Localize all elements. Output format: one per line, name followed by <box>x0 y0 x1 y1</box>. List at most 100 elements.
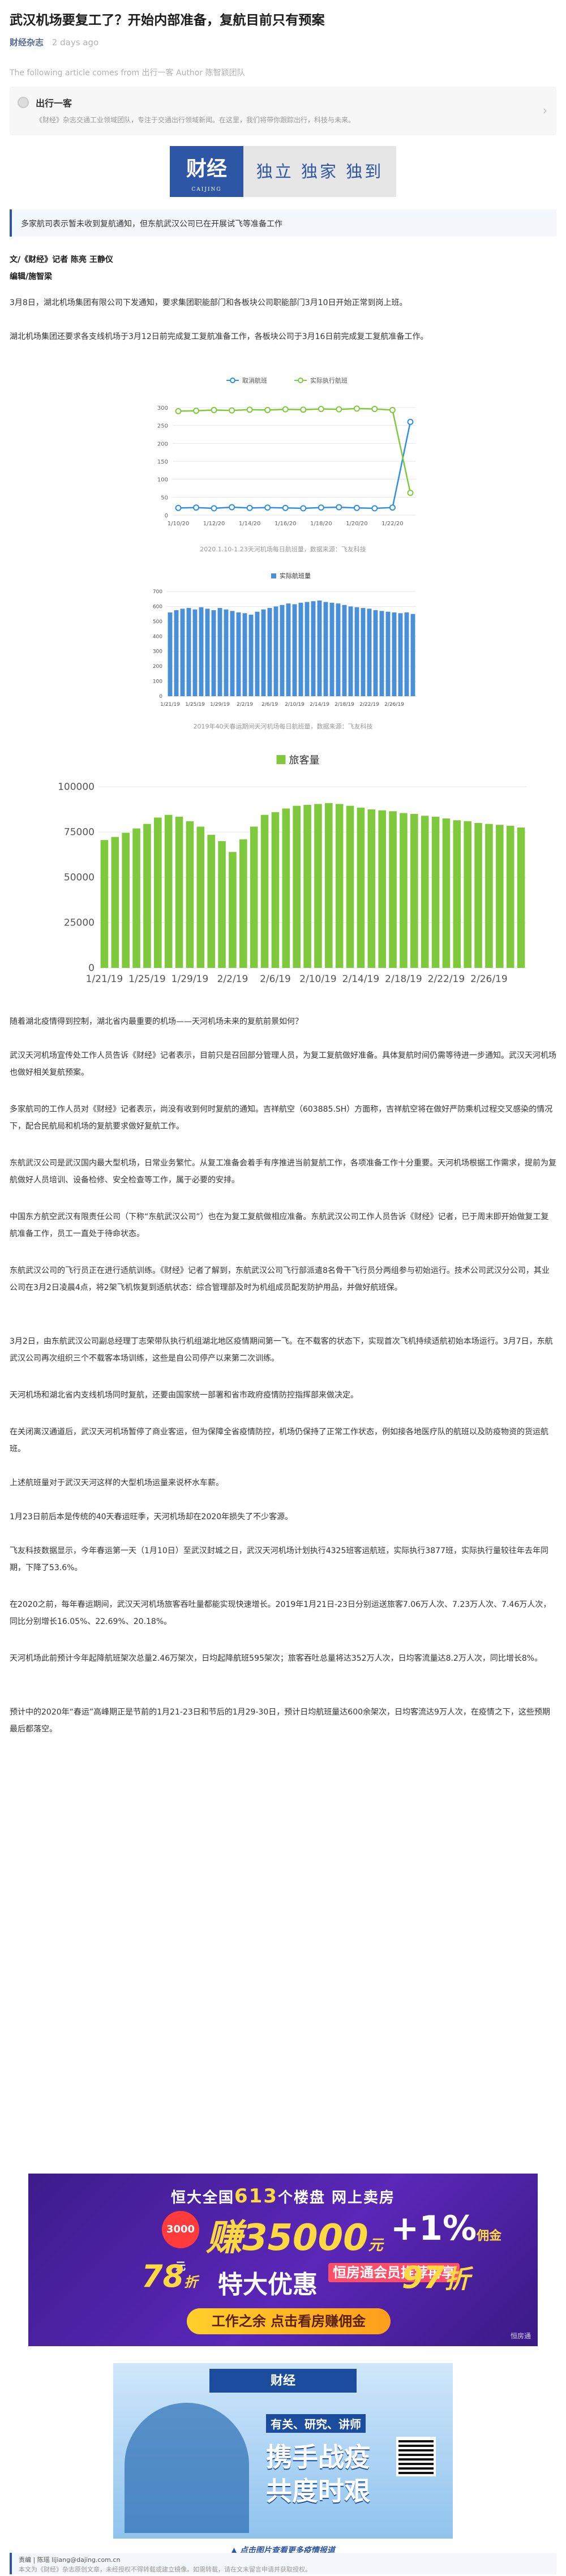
y-tick-label: 200 <box>157 441 168 447</box>
x-tick-label: 2/22/19 <box>359 702 379 708</box>
bar <box>400 813 408 968</box>
chart-daily-passengers-2019: 旅客量 0 25000 50000 75000 100000 1/21/19 1/25/19 1… <box>40 744 538 988</box>
data-point <box>318 504 324 511</box>
data-point <box>175 504 182 511</box>
evergrande-ad-banner[interactable]: 恒大全国613个楼盘 网上卖房 3000元 赚35000元 +1%佣金 78折 … <box>28 2174 538 2346</box>
bar <box>421 816 429 968</box>
caijing-logo: 财经 CAIJING <box>170 146 243 197</box>
bar <box>192 609 198 696</box>
x-tick-label: 1/16/20 <box>275 521 297 527</box>
bar <box>207 834 215 968</box>
x-tick-label: 2/26/19 <box>384 702 404 708</box>
paragraph-16: 天河机场此前预计今年起降航班架次总量2.46万架次，日均起降航班595架次；旅客… <box>10 1654 543 1663</box>
bar <box>292 604 297 696</box>
bar <box>453 820 461 968</box>
bar <box>378 810 386 968</box>
bar <box>186 608 191 696</box>
legend-marker-1 <box>298 378 303 383</box>
data-point <box>336 406 342 413</box>
bar <box>250 826 258 968</box>
paragraph-8: 东航武汉公司的飞行员正在进行适航训练。《财经》记者了解到，东航武汉公司飞行部派遣… <box>10 1266 550 1292</box>
bar <box>404 612 409 696</box>
banner-slogan: 独立 独家 独到 <box>243 146 396 197</box>
y-tick-label: 50000 <box>64 872 95 884</box>
data-point <box>211 505 217 512</box>
y-tick-label: 250 <box>157 423 168 430</box>
bar <box>496 825 504 968</box>
bar <box>485 824 493 968</box>
ad1-discount-78: 78折 <box>142 2258 198 2294</box>
data-point <box>371 406 378 413</box>
bar <box>164 815 173 968</box>
y-tick-label: 200 <box>153 664 162 670</box>
x-tick-label: 1/29/19 <box>171 974 209 985</box>
bar <box>218 841 226 968</box>
bar <box>196 826 205 968</box>
account-name-link[interactable]: 财经杂志 <box>10 37 44 48</box>
bar <box>175 816 183 968</box>
bar <box>271 812 280 968</box>
x-tick-label: 1/12/20 <box>203 521 225 527</box>
bar <box>282 808 290 968</box>
bar <box>354 607 359 696</box>
bar <box>335 804 344 968</box>
y-tick-label: 0 <box>159 694 162 700</box>
ad1-cta-button[interactable]: 工作之余 点击看房赚佣金 <box>187 2308 391 2334</box>
data-point <box>336 504 342 511</box>
bar <box>373 610 378 696</box>
bar <box>325 803 333 968</box>
epidemic-coverage-banner[interactable]: 财经 有关、研究、讲师 携手战疫 共度时艰 <box>113 2363 453 2539</box>
source-account-desc: 《财经》杂志交通工业领域团队，专注于交通出行领域新闻。在这里，我们将带你跟踪出行… <box>36 116 355 124</box>
caijing-banner: 财经 CAIJING 独立 独家 独到 <box>170 146 396 197</box>
bar <box>260 815 269 968</box>
y-tick-label: 100 <box>153 679 162 685</box>
x-tick-label: 2/10/19 <box>285 702 305 708</box>
ad1-member-tag: 恒房通会员推荐再享 <box>328 2263 460 2282</box>
x-tick-label: 2/14/19 <box>310 702 329 708</box>
paragraph-6: 东航武汉公司是武汉国内最大型机场，日常业务繁忙。从复工准备会着手有序推进当前复航… <box>10 1159 556 1185</box>
y-tick-label: 400 <box>153 634 162 640</box>
paragraph-5: 多家航司的工作人员对《财经》记者表示，尚没有收到何时复航的通知。吉祥航空（603… <box>10 1105 553 1131</box>
y-tick-label: 600 <box>153 604 162 610</box>
bar <box>348 606 353 696</box>
data-point <box>407 490 414 496</box>
footer-editor: 责编 | 陈瑶 lijiang@dajing.com.cn <box>19 2556 121 2564</box>
bar <box>367 608 372 696</box>
y-tick-label: 0 <box>165 513 168 519</box>
data-point <box>193 504 200 511</box>
paragraph-11: 在关闭离汉通道后，武汉天河机场暂停了商业客运，但为保障全省疫情防控，机场仍保持了… <box>10 1428 548 1454</box>
source-account-card[interactable]: 出行一客 《财经》杂志交通工业领域团队，专注于交通出行领域新闻。在这里，我们将带… <box>10 87 556 135</box>
y-tick-label: 50 <box>161 495 168 501</box>
paragraph-17: 预计中的2020年“春运”高峰期正是节前的1月21-23日和节后的1月29-30… <box>10 1708 550 1734</box>
bar <box>211 610 216 696</box>
bar <box>517 828 525 968</box>
x-tick-label: 1/20/20 <box>346 521 368 527</box>
data-point <box>318 406 324 413</box>
ad2-headline-1: 携手战疫 <box>266 2442 370 2472</box>
data-point <box>229 504 235 511</box>
footer-copyright: 本文为《财经》杂志原创文章，未经授权不得转载或建立镜像。如需转载，请在文末留言申… <box>19 2566 311 2573</box>
y-tick-label: 150 <box>157 459 168 465</box>
bar <box>168 612 173 696</box>
x-tick-label: 1/21/19 <box>86 974 123 985</box>
bar <box>229 852 237 968</box>
bar <box>273 606 278 696</box>
data-point <box>211 406 217 413</box>
bar <box>154 817 162 968</box>
data-point <box>353 504 360 511</box>
data-point <box>175 408 182 414</box>
data-point <box>389 406 396 413</box>
x-tick-label: 1/10/20 <box>168 521 190 527</box>
bar <box>329 602 335 696</box>
y-tick-label: 300 <box>157 405 168 412</box>
paragraph-4: 武汉天河机场宣传处工作人员告诉《财经》记者表示，目前只是召回部分管理人员，为复工… <box>10 1051 556 1077</box>
bar <box>242 613 247 696</box>
bar <box>132 828 140 968</box>
bar <box>111 837 119 968</box>
y-tick-label: 75000 <box>64 827 95 838</box>
chart-daily-flights-2019: 实际航班量 0 100 200 300 400 500 600 700 1/21/19 1/25/1… <box>142 566 424 713</box>
bar <box>286 603 291 696</box>
bar <box>261 609 266 696</box>
legend-swatch <box>276 755 286 764</box>
